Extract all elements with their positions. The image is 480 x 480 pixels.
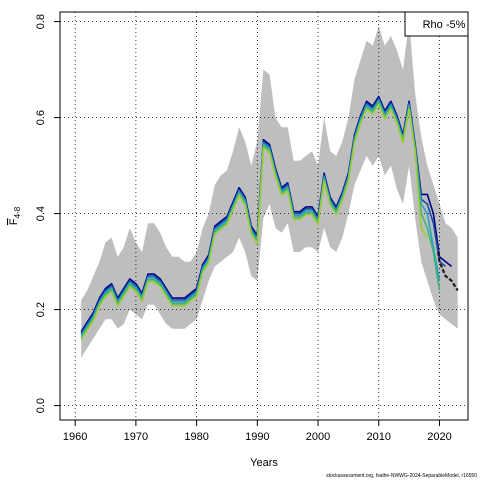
confidence-band-area xyxy=(81,21,458,358)
x-tick-label: 1960 xyxy=(63,431,87,443)
y-tick-label: 0.2 xyxy=(35,302,47,317)
plot-frame xyxy=(59,11,469,421)
y-axis-title-sub: 4-8 xyxy=(13,206,22,218)
confidence-band xyxy=(81,21,458,358)
x-tick-label: 1970 xyxy=(124,431,148,443)
y-axis-title-main: F xyxy=(8,218,20,225)
y-tick-label: 0.0 xyxy=(35,398,47,413)
series-lines xyxy=(80,95,453,340)
y-axis-title: F4-8 xyxy=(8,206,22,225)
legend-text: Rho -5% xyxy=(423,19,466,31)
footer-text: stockassessment.org, fsalhe-NWWG-2024-Se… xyxy=(326,473,477,479)
legend: Rho -5% xyxy=(404,11,469,37)
x-axis-title: Years xyxy=(250,457,278,469)
terminal-line xyxy=(437,251,459,291)
x-tick-label: 2000 xyxy=(306,431,330,443)
terminal-dashed-line xyxy=(437,251,459,291)
x-tick-label: 2020 xyxy=(427,431,451,443)
svg-text:F4-8: F4-8 xyxy=(8,206,22,225)
x-tick-label: 1990 xyxy=(245,431,269,443)
x-axis: 1960 1970 1980 1990 2000 2010 2020 xyxy=(63,420,452,443)
series-line-5 xyxy=(80,103,428,340)
y-tick-label: 0.6 xyxy=(35,110,47,125)
y-tick-label: 0.4 xyxy=(35,206,47,221)
y-tick-label: 0.8 xyxy=(35,14,47,29)
y-axis: 0.0 0.2 0.4 0.6 0.8 xyxy=(35,14,60,413)
x-tick-label: 2010 xyxy=(367,431,391,443)
x-tick-label: 1980 xyxy=(184,431,208,443)
legend-box xyxy=(404,11,469,37)
